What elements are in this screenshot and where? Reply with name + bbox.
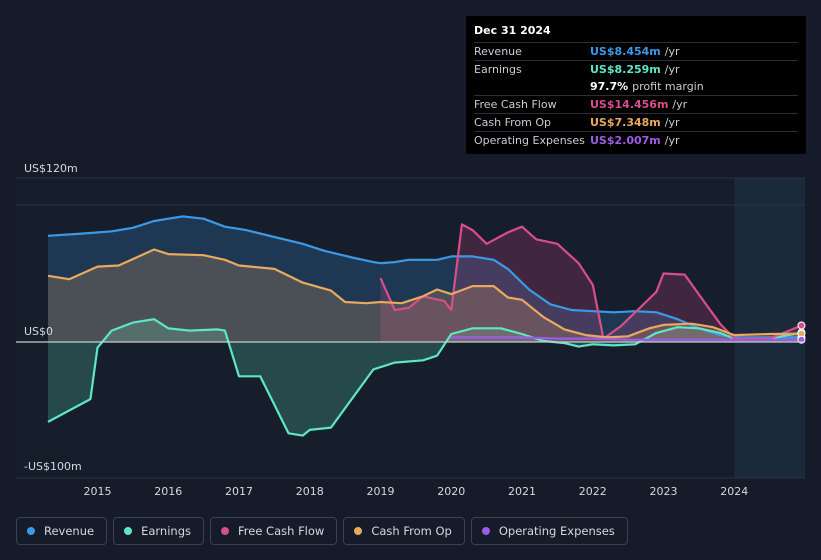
tooltip-unit: /yr [664, 63, 680, 76]
legend-label: Operating Expenses [498, 524, 615, 538]
x-tick-label: 2015 [84, 485, 112, 498]
legend-item-operating-expenses[interactable]: Operating Expenses [470, 517, 628, 545]
legend-dot-icon [221, 527, 229, 535]
x-tick-label: 2021 [508, 485, 536, 498]
tooltip-row-earnings: Earnings US$8.259m /yr [474, 60, 798, 78]
tooltip-label [474, 78, 590, 95]
tooltip-value: US$2.007m [590, 134, 661, 147]
y-label-bottom: -US$100m [24, 460, 82, 473]
tooltip-row-cfo: Cash From Op US$7.348m /yr [474, 113, 798, 131]
tooltip-row-opex: Operating Expenses US$2.007m /yr [474, 131, 798, 149]
legend-item-revenue[interactable]: Revenue [16, 517, 108, 545]
x-tick-label: 2022 [579, 485, 607, 498]
legend-item-cash-from-op[interactable]: Cash From Op [343, 517, 465, 545]
y-label-top: US$120m [24, 162, 78, 175]
free-cash-flow-end-point [797, 321, 806, 330]
tooltip-unit: profit margin [632, 80, 704, 93]
legend-label: Cash From Op [371, 524, 452, 538]
x-tick-label: 2018 [296, 485, 324, 498]
tooltip-unit: /yr [672, 98, 688, 111]
x-tick-label: 2019 [367, 485, 395, 498]
legend-dot-icon [354, 527, 363, 535]
tooltip: Dec 31 2024 Revenue US$8.454m /yr Earnin… [466, 16, 806, 154]
legend-item-free-cash-flow[interactable]: Free Cash Flow [210, 517, 338, 545]
tooltip-unit: /yr [664, 45, 680, 58]
legend-dot-icon [124, 527, 133, 535]
tooltip-value: US$7.348m [590, 116, 661, 129]
tooltip-row-fcf: Free Cash Flow US$14.456m /yr [474, 95, 798, 113]
x-tick-label: 2020 [437, 485, 465, 498]
tooltip-row-revenue: Revenue US$8.454m /yr [474, 42, 798, 60]
y-label-zero: US$0 [24, 325, 53, 338]
earnings-area [48, 319, 802, 436]
revenue-area [48, 216, 802, 342]
tooltip-unit: /yr [664, 116, 680, 129]
tooltip-label: Free Cash Flow [474, 98, 557, 111]
tooltip-value: US$8.454m [590, 45, 661, 58]
tooltip-date: Dec 31 2024 [474, 24, 551, 37]
tooltip-value: 97.7% [590, 80, 629, 93]
legend-dot-icon [27, 527, 35, 535]
tooltip-unit: /yr [664, 134, 680, 147]
legend-dot-icon [481, 527, 490, 535]
tooltip-label: Revenue [474, 45, 522, 58]
legend-label: Free Cash Flow [238, 524, 325, 538]
tooltip-value: US$8.259m [590, 63, 661, 76]
x-tick-label: 2017 [225, 485, 253, 498]
tooltip-value: US$14.456m [590, 98, 669, 111]
x-tick-label: 2023 [650, 485, 678, 498]
revenue-line [47, 215, 802, 339]
x-tick-label: 2016 [154, 485, 182, 498]
tooltip-label: Cash From Op [474, 116, 552, 129]
legend: Revenue Earnings Free Cash Flow Cash Fro… [16, 517, 634, 545]
tooltip-row-margin: 97.7% profit margin [474, 78, 798, 95]
legend-label: Revenue [44, 524, 95, 538]
cash-from-op-line [47, 248, 802, 339]
operating-expenses-line [451, 336, 802, 341]
x-tick-label: 2024 [720, 485, 748, 498]
tooltip-label: Operating Expenses [474, 134, 585, 147]
legend-label: Earnings [141, 524, 191, 538]
free-cash-flow-line [379, 223, 802, 340]
tooltip-label: Earnings [474, 63, 522, 76]
legend-item-earnings[interactable]: Earnings [113, 517, 204, 545]
